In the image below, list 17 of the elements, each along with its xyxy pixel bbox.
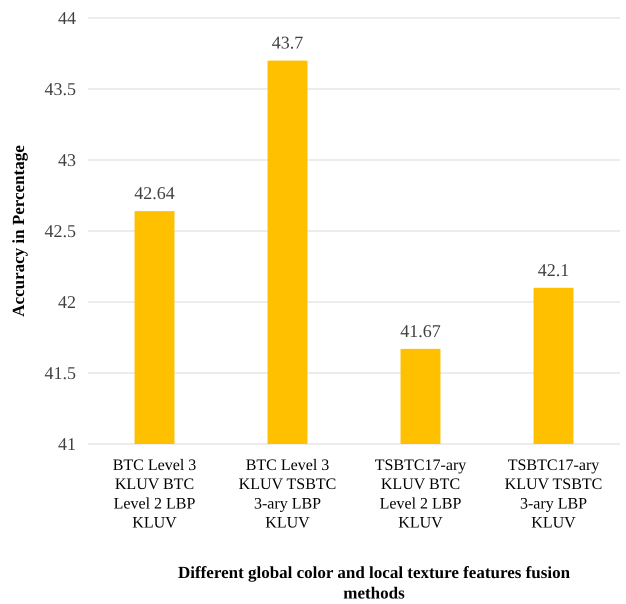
y-tick-label: 41 [58, 434, 76, 454]
x-tick-label: TSBTC17-ary KLUV TSBTC 3-ary LBP KLUV [504, 457, 602, 532]
y-tick-label: 41.5 [44, 362, 76, 383]
data-label: 42.64 [134, 183, 175, 204]
x-tick-label: BTC Level 3 KLUV TSBTC 3-ary LBP KLUV [238, 457, 336, 532]
x-tick-label: BTC Level 3 KLUV BTC Level 2 LBP KLUV [112, 457, 196, 532]
x-axis-title: Different global color and local texture features fusion methods [178, 563, 571, 602]
y-tick-label: 44 [58, 8, 76, 28]
y-axis-title: Accuracy in Percentage [9, 144, 28, 317]
y-tick-label: 42 [58, 292, 76, 312]
y-tick-label: 42.5 [44, 220, 76, 241]
data-label: 43.7 [272, 32, 304, 53]
data-label: 42.1 [538, 260, 570, 280]
y-tick-label: 43.5 [44, 78, 76, 99]
y-tick-label: 43 [58, 150, 76, 170]
x-tick-label: TSBTC17-ary KLUV BTC Level 2 LBP KLUV [374, 457, 466, 532]
data-label: 41.67 [400, 320, 441, 341]
